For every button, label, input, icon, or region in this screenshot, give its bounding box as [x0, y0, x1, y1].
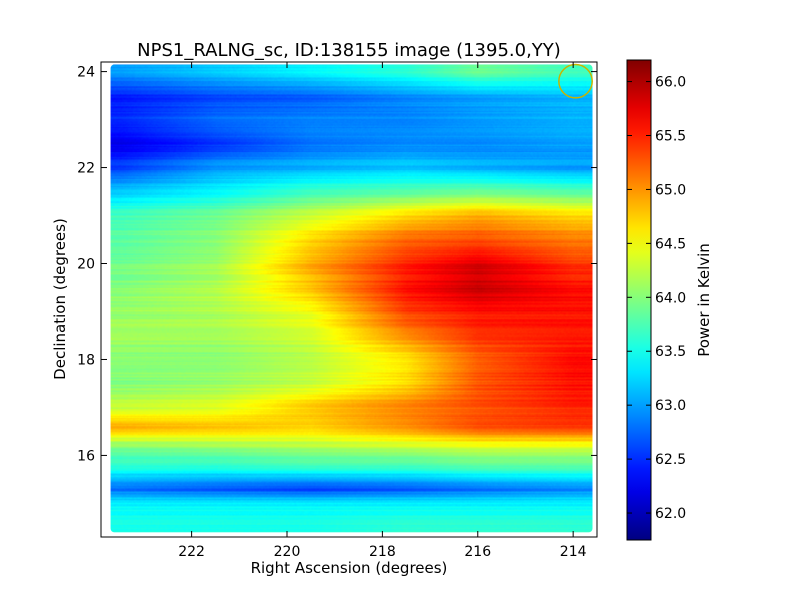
y-tick-label: 24: [77, 65, 95, 81]
x-tick-label: 220: [274, 544, 301, 560]
colorbar-label: Power in Kelvin: [695, 243, 713, 357]
heatmap-area: [100, 61, 598, 538]
heatmap-image: [110, 64, 593, 533]
colorbar-tick-label: 65.0: [655, 182, 686, 198]
x-tick-label: 216: [464, 544, 491, 560]
colorbar-tick-label: 62.5: [655, 452, 686, 468]
x-tick-label: 214: [560, 544, 587, 560]
y-tick-label: 16: [77, 448, 95, 464]
beam-marker: [558, 63, 593, 99]
x-tick-label: 218: [369, 544, 396, 560]
y-axis-label: Declination (degrees): [51, 218, 69, 380]
x-axis: 222 220 218 216 214: [178, 62, 587, 560]
plot-frame: [100, 61, 598, 538]
colorbar-tick-label: 66.0: [655, 75, 686, 91]
x-axis-label: Right Ascension (degrees): [251, 559, 448, 577]
colorbar-ticks: 62.0 62.5 63.0 63.5 64.0 64.5 65.0 65.5 66.0: [627, 75, 686, 522]
y-axis: 16 18 20 22 24: [77, 65, 597, 464]
y-tick-label: 18: [77, 352, 95, 368]
colorbar: 62.0 62.5 63.0 63.5 64.0 64.5 65.0 65.5 66.0 Pow…: [626, 59, 713, 541]
colorbar-tick-label: 65.5: [655, 129, 686, 145]
chart-title: NPS1_RALNG_sc, ID:138155 image (1395.0,Y…: [137, 40, 561, 61]
y-tick-label: 20: [77, 257, 95, 273]
colorbar-tick-label: 64.5: [655, 236, 686, 252]
colorbar-tick-label: 63.5: [655, 344, 686, 360]
x-tick-label: 222: [178, 544, 205, 560]
colorbar-tick-label: 62.0: [655, 506, 686, 522]
colorbar-tick-label: 64.0: [655, 290, 686, 306]
colorbar-tick-label: 63.0: [655, 398, 686, 414]
y-tick-label: 22: [77, 161, 95, 177]
colorbar-gradient: [626, 59, 652, 541]
